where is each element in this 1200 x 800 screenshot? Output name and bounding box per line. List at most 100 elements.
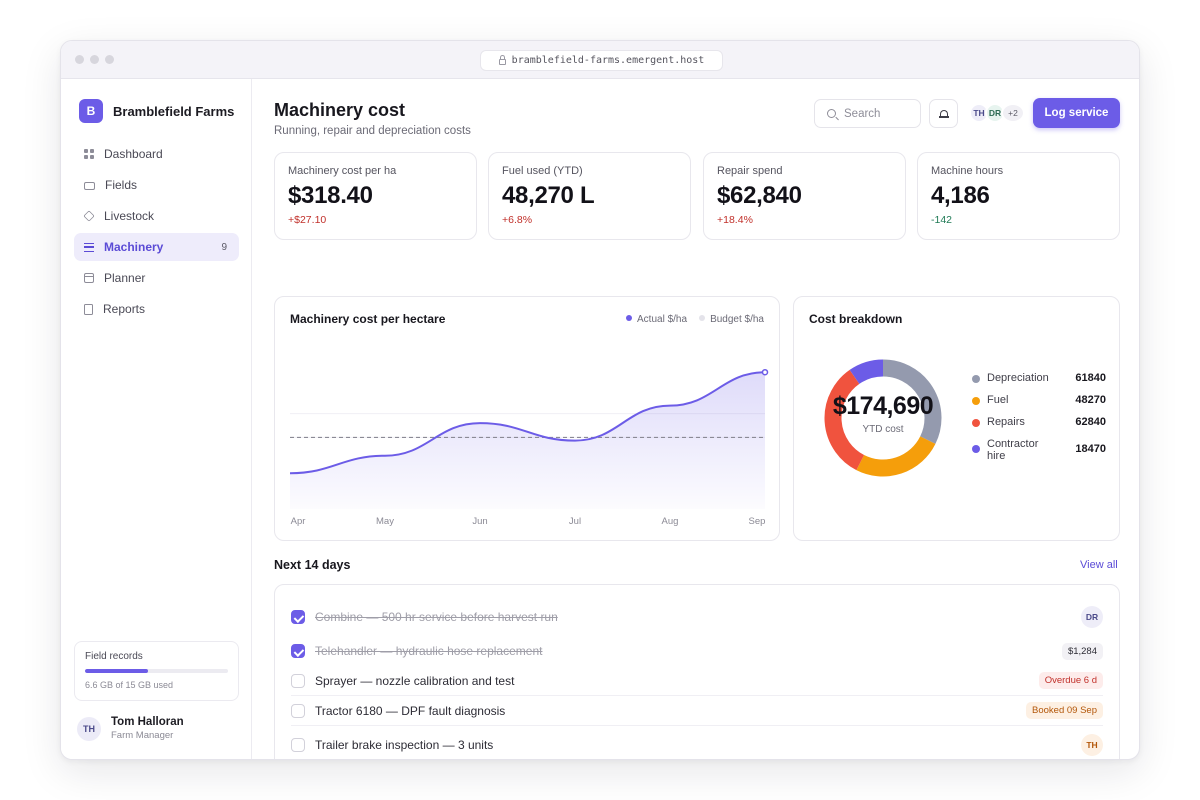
- sidebar-item-livestock[interactable]: Livestock: [74, 202, 239, 230]
- donut-label: YTD cost: [862, 424, 904, 435]
- sidebar-item-label: Livestock: [104, 209, 155, 223]
- series-line-actual[interactable]: [289, 371, 766, 475]
- legend-value: 48270: [1075, 394, 1106, 406]
- list-item[interactable]: Telehandler — hydraulic hose replacement…: [291, 636, 1103, 666]
- avatar: TH: [77, 716, 101, 741]
- search-icon: [827, 109, 836, 118]
- grid-icon: [84, 149, 94, 159]
- page-subtitle: Running, repair and depreciation costs: [274, 125, 471, 137]
- list-item[interactable]: Trailer brake inspection — 3 units TH: [291, 730, 1103, 759]
- user-name: Tom Halloran: [111, 716, 184, 728]
- assignee-avatar: TH: [1081, 734, 1103, 756]
- legend-swatch: [972, 419, 980, 427]
- task-text: Trailer brake inspection — 3 units: [315, 738, 494, 752]
- log-service-button[interactable]: Log service: [1033, 98, 1120, 128]
- sidebar-item-label: Dashboard: [104, 147, 163, 161]
- x-tick-label: Sep: [748, 516, 766, 527]
- sidebar-item-dashboard[interactable]: Dashboard: [74, 140, 239, 168]
- tasks-section-title: Next 14 days: [274, 558, 351, 572]
- window-zoom-dot[interactable]: [105, 55, 114, 64]
- sidebar-item-label: Fields: [105, 178, 138, 192]
- cost-breakdown-card: Cost breakdown $174,690 YTD cost Depreci…: [793, 296, 1120, 541]
- address-url: bramblefield-farms.emergent.host: [511, 55, 705, 66]
- brand-logo: B: [79, 99, 103, 123]
- stat-card: Machinery cost per ha $318.40 +$27.10: [274, 152, 477, 240]
- donut-center: $174,690 YTD cost: [824, 392, 942, 435]
- sidebar-item-label: Planner: [104, 271, 146, 285]
- lock-icon: [498, 54, 506, 65]
- task-checkbox[interactable]: [291, 703, 305, 718]
- legend-item-budget[interactable]: Budget $/ha: [699, 314, 764, 325]
- assignee-avatar: DR: [1081, 606, 1103, 628]
- team-avatars[interactable]: TH DR +2: [969, 103, 1025, 123]
- legend-swatch: [699, 315, 706, 321]
- stat-value: 48,270 L: [502, 182, 595, 209]
- legend-label: Actual $/ha: [637, 314, 688, 325]
- storage-title: Field records: [85, 651, 143, 662]
- stat-delta: +18.4%: [717, 214, 753, 226]
- x-tick-label: Aug: [661, 516, 679, 527]
- list-item[interactable]: Combine — 500 hr service before harvest …: [291, 602, 1103, 632]
- stat-delta: -142: [931, 214, 953, 226]
- legend-value: 61840: [1075, 372, 1106, 384]
- sidebar: B Bramblefield Farms Dashboard Fields Li…: [61, 79, 252, 759]
- donut-slice-repairs[interactable]: [824, 369, 865, 471]
- calendar-icon: [84, 273, 94, 283]
- legend-value: 62840: [1075, 416, 1106, 428]
- window-close-dot[interactable]: [75, 55, 84, 64]
- sidebar-item-reports[interactable]: Reports: [74, 295, 239, 323]
- view-all-link[interactable]: View all: [1080, 559, 1118, 571]
- main-content: Machinery cost Running, repair and depre…: [253, 79, 1139, 759]
- task-text: Combine — 500 hr service before harvest …: [315, 610, 558, 624]
- donut-slice-contractor-hire[interactable]: [849, 359, 884, 385]
- data-point[interactable]: [761, 368, 769, 376]
- status-badge: Booked 09 Sep: [1026, 702, 1103, 719]
- task-checkbox[interactable]: [291, 738, 305, 752]
- legend-value: 18470: [1075, 443, 1106, 455]
- sidebar-item-fields[interactable]: Fields: [74, 171, 239, 199]
- legend-item-contractor-hire[interactable]: Contractor hire 18470: [972, 438, 1106, 464]
- brand-name: Bramblefield Farms: [113, 103, 235, 119]
- avatar-more-count[interactable]: +2: [1001, 103, 1025, 123]
- list-item[interactable]: Tractor 6180 — DPF fault diagnosis Booke…: [291, 696, 1103, 726]
- address-bar[interactable]: bramblefield-farms.emergent.host: [480, 50, 723, 71]
- user-profile[interactable]: TH Tom Halloran Farm Manager: [77, 716, 184, 741]
- task-text: Tractor 6180 — DPF fault diagnosis: [315, 703, 506, 718]
- task-checkbox[interactable]: [291, 610, 305, 624]
- legend-item-fuel[interactable]: Fuel 48270: [972, 394, 1106, 408]
- x-tick-label: Jul: [568, 516, 582, 527]
- sidebar-item-machinery[interactable]: Machinery 9: [74, 233, 239, 261]
- legend-label: Budget $/ha: [710, 314, 764, 325]
- browser-window: bramblefield-farms.emergent.host B Bramb…: [60, 40, 1140, 760]
- tasks-list: Combine — 500 hr service before harvest …: [274, 584, 1120, 759]
- cube-icon: [83, 210, 95, 222]
- legend-item-repairs[interactable]: Repairs 62840: [972, 416, 1106, 430]
- cost-per-hectare-card: Machinery cost per hectare Actual $/ha B…: [274, 296, 780, 541]
- legend-swatch: [972, 397, 980, 405]
- stat-card: Fuel used (YTD) 48,270 L +6.8%: [488, 152, 691, 240]
- task-checkbox[interactable]: [291, 673, 305, 688]
- donut-slice-fuel[interactable]: [856, 436, 936, 477]
- legend-item-depreciation[interactable]: Depreciation 61840: [972, 372, 1106, 386]
- window-minimize-dot[interactable]: [90, 55, 99, 64]
- list-icon: [84, 242, 94, 252]
- stat-value: $318.40: [288, 182, 373, 209]
- sidebar-item-planner[interactable]: Planner: [74, 264, 239, 292]
- x-tick-label: May: [376, 516, 394, 527]
- stat-label: Machinery cost per ha: [288, 165, 397, 177]
- status-badge: Overdue 6 d: [1038, 672, 1103, 689]
- brand[interactable]: B Bramblefield Farms: [79, 99, 234, 123]
- legend-label: Contractor hire: [987, 438, 1039, 462]
- task-text: Telehandler — hydraulic hose replacement: [315, 644, 543, 658]
- search-input[interactable]: Search: [814, 99, 921, 128]
- stat-card: Repair spend $62,840 +18.4%: [703, 152, 906, 240]
- donut-slice-depreciation[interactable]: [882, 359, 942, 444]
- legend-item-actual[interactable]: Actual $/ha: [626, 314, 687, 325]
- cost-per-hectare-chart[interactable]: [275, 297, 781, 542]
- cost-breakdown-donut[interactable]: [794, 297, 1121, 542]
- sidebar-item-label: Machinery: [104, 240, 164, 254]
- notifications-button[interactable]: [929, 99, 958, 128]
- list-item[interactable]: Sprayer — nozzle calibration and test Ov…: [291, 666, 1103, 696]
- storage-card[interactable]: Field records 6.6 GB of 15 GB used: [74, 641, 239, 701]
- task-checkbox[interactable]: [291, 644, 305, 658]
